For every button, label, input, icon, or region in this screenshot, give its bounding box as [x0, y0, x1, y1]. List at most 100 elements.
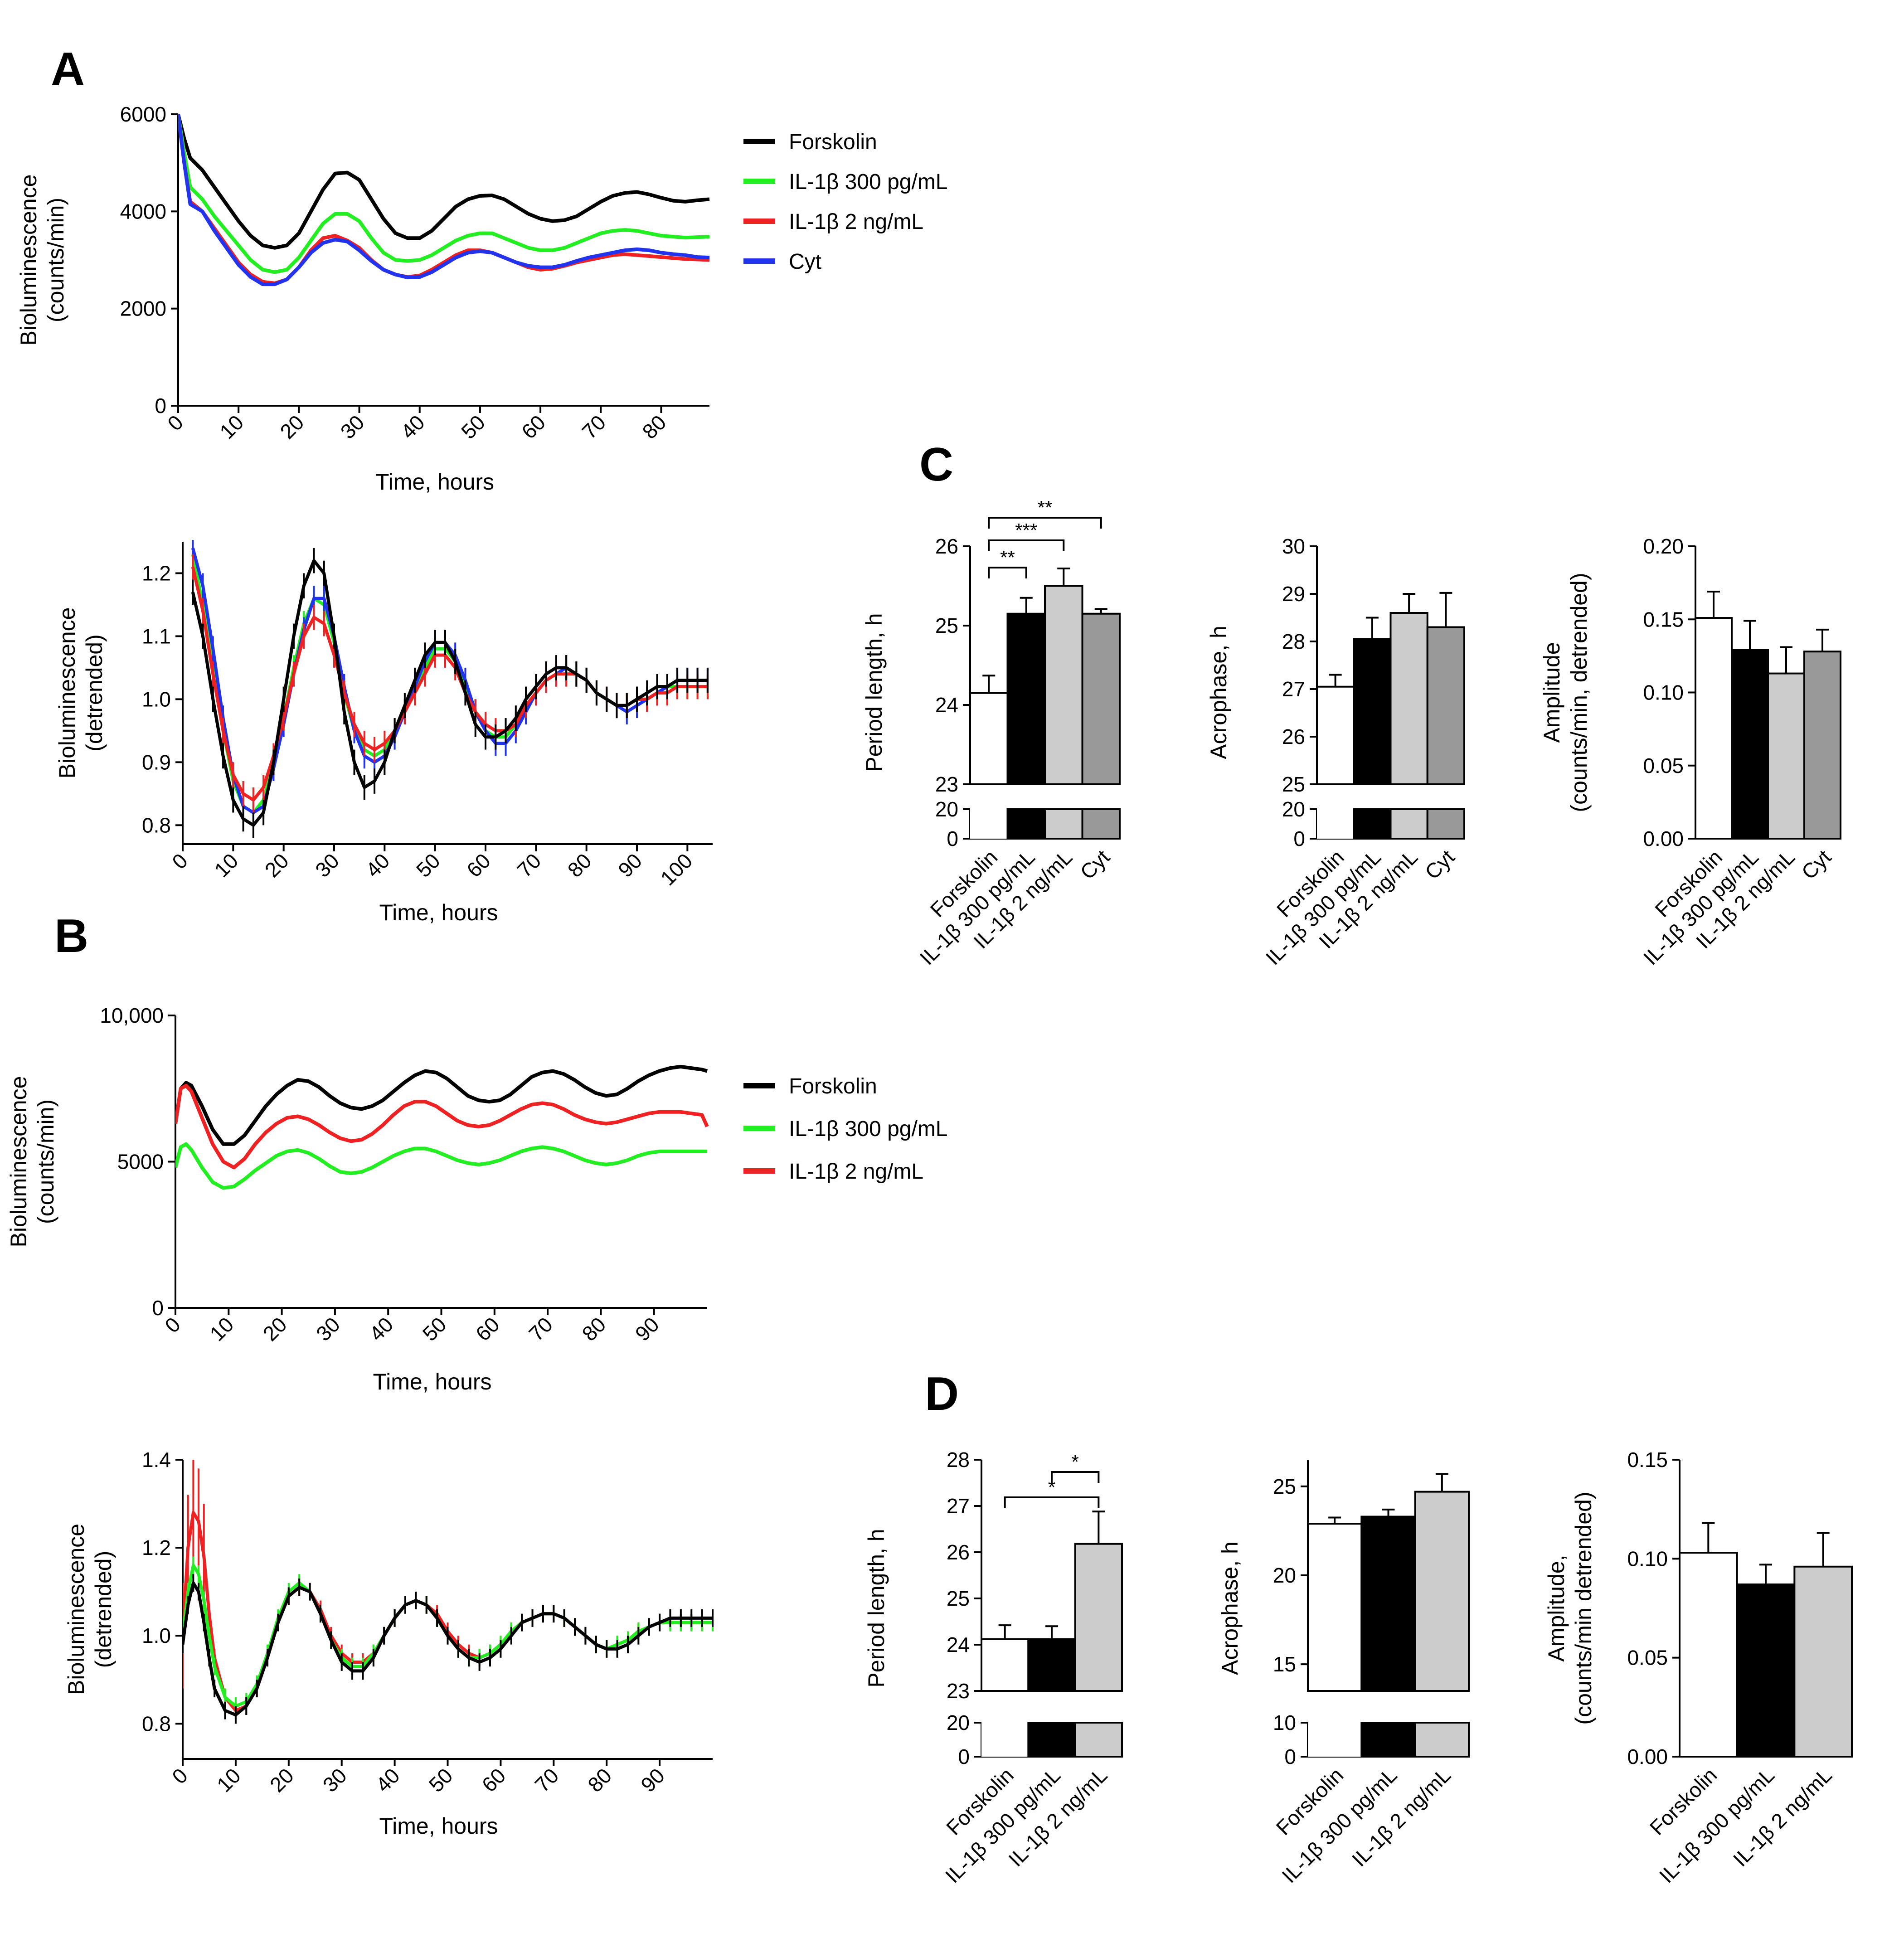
- series-cyt: [178, 114, 710, 287]
- x-tick-label: 80: [578, 1312, 611, 1345]
- legend-label: IL-1β 2 ng/mL: [789, 1160, 923, 1184]
- y-tick-label: 10: [1273, 1711, 1296, 1734]
- series-line: [178, 114, 710, 287]
- bar: [1695, 617, 1733, 840]
- x-tick-label: 70: [524, 1312, 557, 1345]
- y-tick-label: 24: [935, 693, 958, 717]
- x-tick-label: 80: [563, 849, 596, 882]
- bar-lower: [1044, 808, 1083, 840]
- series-forskolin: [191, 548, 709, 838]
- y-tick-label: 1.4: [142, 1448, 171, 1472]
- x-tick-label: 10: [209, 849, 243, 882]
- x-tick-label: 50: [424, 1763, 457, 1797]
- x-tick-label: 90: [631, 1312, 664, 1345]
- bar-lower: [1074, 1722, 1123, 1758]
- bar: [1006, 612, 1046, 785]
- x-tick-label: 70: [512, 849, 545, 882]
- series-line: [175, 1142, 707, 1190]
- series-il300: [175, 1142, 707, 1190]
- x-tick-label: 70: [577, 410, 610, 443]
- y-tick-label: 0: [155, 394, 166, 418]
- bar-lower: [1081, 808, 1121, 840]
- x-tick-label: 50: [457, 410, 490, 443]
- series-line: [175, 1064, 708, 1146]
- y-tick-label: 29: [1282, 582, 1305, 606]
- x-tick-label: 40: [396, 410, 429, 443]
- y-tick-label: 0.00: [1643, 827, 1684, 850]
- x-tick-label: 60: [471, 1312, 504, 1345]
- bar-lower: [1360, 1722, 1416, 1758]
- x-tick-label: 0: [167, 849, 192, 874]
- series-il2: [183, 1460, 714, 1719]
- y-tick-label: 20: [1273, 1564, 1296, 1587]
- significance-label: **: [1038, 497, 1053, 518]
- y-tick-label: 0.20: [1643, 534, 1684, 558]
- y-axis-title: Acrophase, h: [1217, 1541, 1243, 1675]
- y-tick-label: 1.0: [142, 1624, 171, 1647]
- chart-b2: 0.8 1.0 1.2 1.4 0 10 20 30 40 50 60 70 80 90 Time, hou…: [63, 1448, 714, 1839]
- legend-label: Forskolin: [789, 130, 877, 154]
- significance-bracket: [988, 517, 1102, 529]
- series-line: [191, 559, 708, 827]
- x-tick-label: 30: [336, 410, 369, 443]
- y-tick-label: 25: [935, 614, 958, 637]
- y-tick-label: 23: [947, 1679, 970, 1703]
- category-label: Cyt: [1075, 845, 1114, 884]
- x-tick-label: 90: [613, 849, 646, 882]
- y-tick-label: 27: [947, 1494, 970, 1518]
- chart-a1: 0 2000 4000 6000 0 10 20 30 40 50 60 70 80 Time, hour…: [16, 102, 947, 495]
- bar: [1074, 1543, 1123, 1692]
- significance-label: ***: [1015, 520, 1037, 541]
- category-label: Cyt: [1420, 845, 1459, 884]
- y-tick-label: 0.8: [142, 813, 171, 837]
- bar: [1389, 612, 1428, 785]
- y-tick-label: 26: [947, 1540, 970, 1564]
- bar: [1767, 672, 1805, 840]
- y-tick-label: 0.10: [1627, 1547, 1668, 1570]
- y-tick-label: 20: [947, 1711, 970, 1734]
- x-tick-label: 80: [583, 1763, 616, 1797]
- bar: [1360, 1515, 1416, 1692]
- category-label: Cyt: [1797, 845, 1836, 884]
- x-tick-label: 20: [275, 410, 308, 443]
- y-tick-label: 0.9: [142, 750, 171, 774]
- y-tick-label: 0: [1293, 827, 1305, 850]
- bar: [1731, 649, 1769, 840]
- legend-label: IL-1β 2 ng/mL: [789, 210, 923, 234]
- y-tick-label: 26: [1282, 725, 1305, 748]
- bar-lower: [1353, 808, 1392, 840]
- significance-label: *: [1071, 1451, 1078, 1472]
- bar: [1414, 1491, 1470, 1692]
- x-tick-label: 90: [636, 1763, 669, 1797]
- x-tick-label: 10: [205, 1312, 238, 1345]
- x-tick-label: 60: [517, 410, 550, 443]
- y-tick-label: 0: [947, 827, 958, 850]
- legend: Forskolin IL-1β 300 pg/mL IL-1β 2 ng/mL: [743, 1074, 947, 1184]
- y-tick-label: 0: [1284, 1745, 1296, 1768]
- y-tick-label: 15: [1273, 1652, 1296, 1676]
- x-tick-label: 20: [260, 849, 293, 882]
- y-tick-label: 30: [1282, 534, 1305, 558]
- y-tick-label: 0.05: [1643, 754, 1684, 777]
- legend-label: IL-1β 300 pg/mL: [789, 1117, 947, 1141]
- x-tick-label: 40: [364, 1312, 398, 1345]
- y-tick-label: 24: [947, 1633, 970, 1656]
- bar-lower: [981, 1723, 1029, 1757]
- y-tick-label: 0.15: [1627, 1448, 1668, 1472]
- chart-b1: 0 5000 10,000 0 10 20 30 40 50 60 70 80 90 Time, hour…: [6, 1004, 947, 1394]
- bar: [1081, 612, 1121, 785]
- bar: [1316, 685, 1355, 785]
- bar: [1803, 651, 1841, 840]
- y-tick-label: 0: [958, 1745, 970, 1768]
- bar-lower: [1414, 1722, 1470, 1758]
- x-axis-title: Time, hours: [379, 1813, 498, 1839]
- y-tick-label: 28: [947, 1448, 970, 1472]
- bar: [1307, 1523, 1363, 1692]
- x-tick-label: 0: [163, 410, 188, 435]
- series-line: [191, 566, 708, 802]
- series-line: [183, 1511, 713, 1712]
- series-line: [183, 1581, 713, 1717]
- category-label: IL-1β 2 ng/mL: [1729, 1763, 1836, 1871]
- y-tick-label: 20: [935, 797, 958, 821]
- x-axis-title: Time, hours: [373, 1369, 491, 1394]
